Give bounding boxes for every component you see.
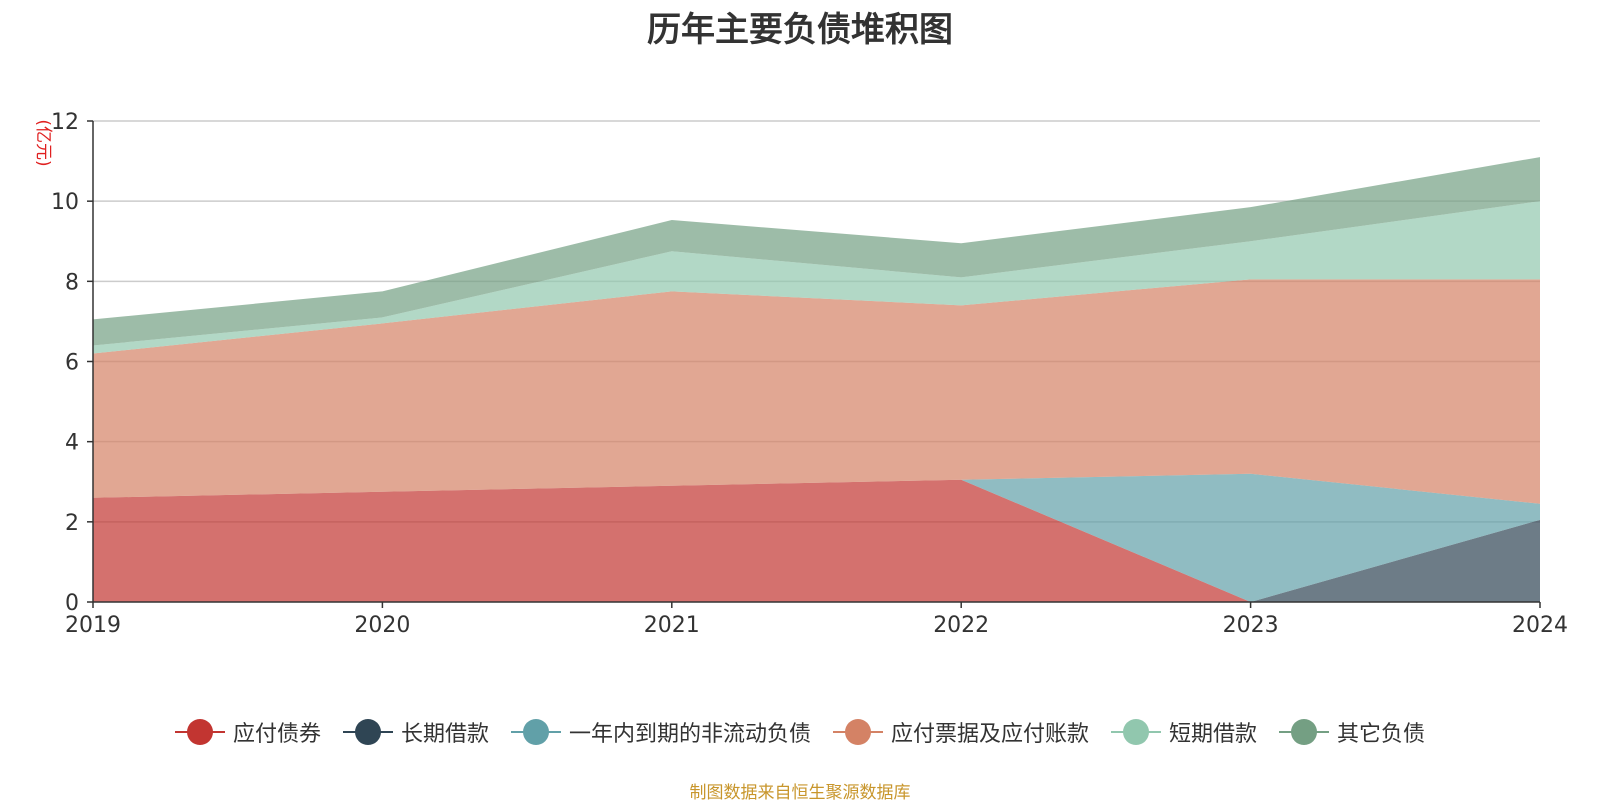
y-tick-label-8: 8 [65,270,79,295]
stacked-areas [93,157,1540,602]
area-series-5 [93,157,1540,346]
legend-item-0[interactable]: 应付债券 [174,716,321,748]
legend-label: 短期借款 [1169,722,1258,747]
x-tick-label-2023: 2023 [1223,613,1279,638]
legend-item-4[interactable]: 短期借款 [1111,716,1257,748]
area-series-2 [93,473,1540,602]
x-tick-label-2019: 2019 [65,613,121,638]
legend-marker-icon [174,719,225,745]
legend-marker-icon [342,719,393,745]
legend-marker-icon [1279,719,1330,745]
legend-label: 长期借款 [400,722,489,747]
y-tick-label-10: 10 [51,190,79,215]
y-tick-label-0: 0 [65,591,79,616]
area-series-3 [93,279,1540,504]
y-tick-label-4: 4 [65,431,79,456]
source-note: 制图数据来自恒生聚源数据库 [689,783,911,803]
y-tick-label-12: 12 [51,110,79,135]
x-tick-label-2020: 2020 [354,613,410,638]
legend-marker-icon [510,719,561,745]
legend-label: 一年内到期的非流动负债 [568,722,811,747]
x-tick-label-2024: 2024 [1512,613,1568,638]
legend-item-3[interactable]: 应付票据及应付账款 [833,716,1089,748]
area-series-4 [93,201,1540,354]
legend-marker-icon [833,719,883,745]
legend-item-2[interactable]: 一年内到期的非流动负债 [510,716,811,748]
chart-title: 历年主要负债堆积图 [647,10,953,50]
y-tick-label-6: 6 [65,351,79,376]
axes: 0 2 4 6 8 10 12 2019 2020 2021 2022 2023 2024 [51,110,1568,638]
x-tick-label-2022: 2022 [933,613,989,638]
x-tick-label-2021: 2021 [644,613,700,638]
legend-marker-icon [1111,719,1162,745]
legend: 应付债券 长期借款 一年内到期的非流动负债 应付票据及应付账款 短期借款 其它负债 [0,716,1600,748]
y-axis-unit-label: (亿元) [33,119,53,166]
y-tick-label-2: 2 [65,511,79,536]
legend-item-1[interactable]: 长期借款 [342,716,489,748]
legend-label: 应付票据及应付账款 [891,722,1090,747]
legend-item-5[interactable]: 其它负债 [1279,716,1425,748]
legend-label: 其它负债 [1337,722,1426,747]
legend-label: 应付债券 [232,722,321,747]
